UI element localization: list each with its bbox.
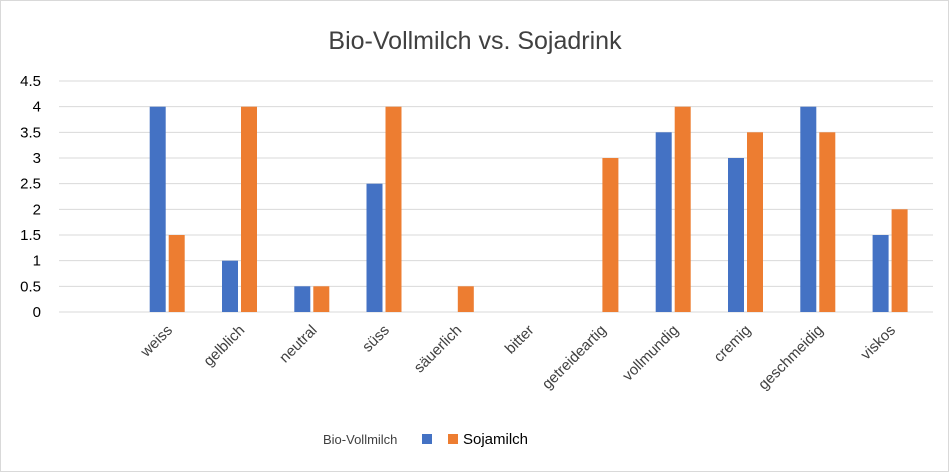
bar-bio-vollmilch-2 — [294, 286, 311, 312]
bar-bio-vollmilch-0 — [149, 106, 166, 312]
y-tick-label: 3.5 — [20, 124, 41, 141]
bar-sojamilch-7 — [674, 106, 691, 312]
bar-sojamilch-10 — [891, 209, 908, 312]
bar-bio-vollmilch-8 — [728, 158, 744, 312]
y-axis-ticks: 0 0.5 1 1.5 2 2.5 3 3.5 4 4.5 — [20, 73, 41, 321]
bar-sojamilch-6 — [602, 158, 619, 312]
y-tick-label: 3 — [33, 150, 41, 167]
legend: Bio-Vollmilch Sojamilch — [323, 431, 528, 448]
y-tick-label: 0.5 — [20, 278, 41, 295]
bar-sojamilch-9 — [819, 132, 836, 312]
y-tick-label: 0 — [33, 304, 41, 321]
legend-label-bio-vollmilch: Bio-Vollmilch — [323, 432, 397, 447]
bar-bio-vollmilch-10 — [872, 235, 889, 312]
bar-sojamilch-0 — [168, 235, 185, 312]
bar-sojamilch-8 — [747, 132, 763, 312]
bar-sojamilch-2 — [313, 286, 330, 312]
y-tick-label: 4 — [33, 99, 41, 116]
bar-sojamilch-3 — [385, 106, 402, 312]
x-tick-label: süss — [359, 322, 393, 356]
y-tick-label: 4.5 — [20, 73, 41, 90]
bar-bio-vollmilch-3 — [366, 183, 383, 312]
x-tick-label: gelblich — [200, 322, 248, 370]
x-tick-label: weiss — [137, 322, 176, 361]
x-tick-label: viskos — [857, 322, 898, 363]
bar-bio-vollmilch-9 — [800, 106, 817, 312]
x-tick-label: vollmundig — [619, 322, 682, 385]
x-tick-label: säuerlich — [411, 322, 465, 376]
x-tick-label: bitter — [502, 322, 538, 358]
bar-bio-vollmilch-7 — [655, 132, 672, 312]
y-tick-label: 1.5 — [20, 227, 41, 244]
chart-title: Bio-Vollmilch vs. Sojadrink — [328, 27, 622, 55]
bars — [149, 106, 908, 312]
bar-sojamilch-1 — [241, 106, 257, 312]
x-tick-label: cremig — [711, 322, 755, 366]
legend-swatch-sojamilch — [448, 434, 458, 444]
x-tick-label: geschmeidig — [755, 322, 827, 394]
y-tick-label: 2 — [33, 201, 41, 218]
y-tick-label: 1 — [33, 253, 41, 270]
bar-bio-vollmilch-1 — [222, 260, 238, 312]
bar-sojamilch-4 — [457, 286, 474, 312]
gridlines — [59, 80, 933, 313]
legend-label-sojamilch: Sojamilch — [463, 431, 528, 448]
x-tick-label: neutral — [276, 322, 320, 366]
legend-swatch-bio-vollmilch — [422, 434, 432, 444]
y-tick-label: 2.5 — [20, 176, 41, 193]
x-tick-label: getreideartig — [539, 322, 610, 393]
x-axis-labels: weiss gelblich neutral süss säuerlich bitter g… — [137, 322, 899, 394]
